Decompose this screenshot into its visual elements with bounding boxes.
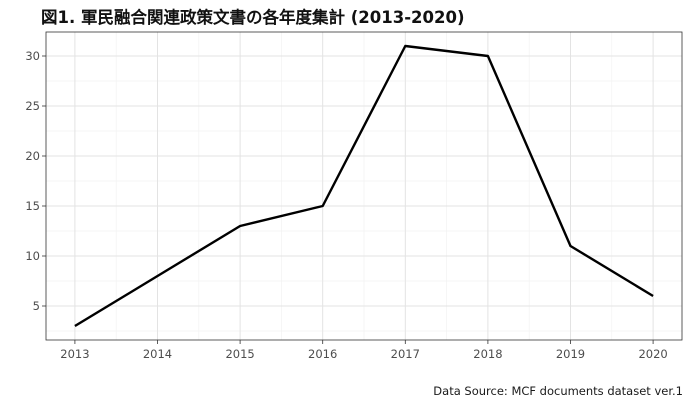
- chart-title: 図1. 軍民融合関連政策文書の各年度集計 (2013-2020): [41, 7, 465, 27]
- y-tick-label: 25: [25, 99, 40, 113]
- minor-gridlines: [46, 32, 682, 340]
- y-tick-label: 5: [33, 299, 40, 313]
- y-axis: 5 10 15 20 25 30: [25, 49, 46, 313]
- y-tick-label: 15: [25, 199, 40, 213]
- x-tick-label: 2017: [391, 347, 420, 361]
- x-tick-label: 2014: [143, 347, 172, 361]
- x-tick-label: 2020: [638, 347, 667, 361]
- x-tick-label: 2018: [473, 347, 502, 361]
- y-tick-label: 30: [25, 49, 40, 63]
- y-tick-label: 10: [25, 249, 40, 263]
- panel-border: [45, 31, 683, 341]
- series-line: [74, 44, 654, 328]
- major-gridlines: [46, 32, 682, 340]
- x-tick-label: 2013: [60, 347, 89, 361]
- x-tick-label: 2016: [308, 347, 337, 361]
- x-tick-label: 2015: [225, 347, 254, 361]
- x-axis: 2013 2014 2015 2016 2017 2018 2019 2020: [60, 340, 668, 361]
- data-source-caption: Data Source: MCF documents dataset ver.1: [433, 384, 683, 398]
- x-tick-label: 2019: [556, 347, 585, 361]
- y-tick-label: 20: [25, 149, 40, 163]
